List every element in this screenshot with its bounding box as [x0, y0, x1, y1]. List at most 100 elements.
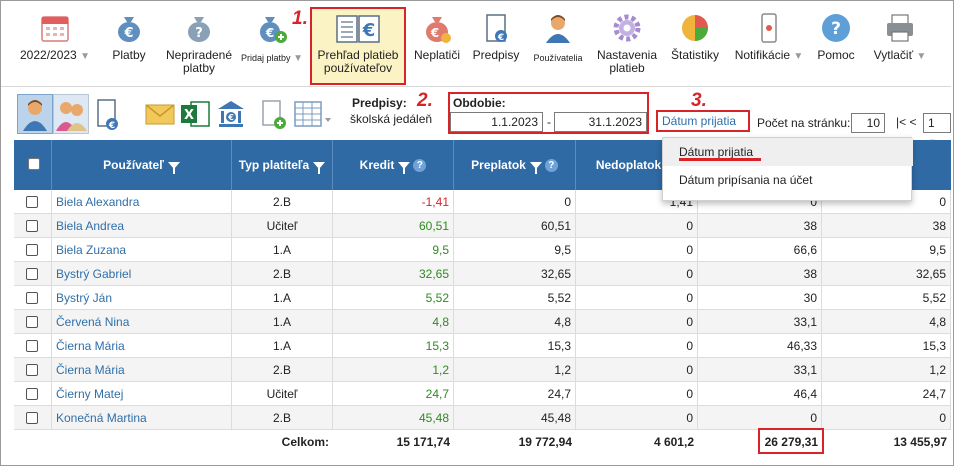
- user-name-cell[interactable]: Červená Nina: [52, 310, 232, 334]
- row-checkbox[interactable]: [26, 220, 38, 232]
- non-payers-button[interactable]: € Neplatiči: [411, 1, 463, 87]
- table-row[interactable]: Čierna Mária 2.B 1,2 1,2 0 33,1 1,2: [14, 358, 951, 382]
- print-button[interactable]: Vytlačiť ▼: [865, 1, 935, 87]
- user-name-cell[interactable]: Konečná Martina: [52, 406, 232, 430]
- add-document-icon[interactable]: [257, 98, 289, 130]
- notifications-button[interactable]: Notifikácie ▼: [729, 1, 809, 87]
- filter-icon[interactable]: [313, 162, 326, 175]
- option-credit-date[interactable]: Dátum pripísania na účet: [679, 173, 813, 187]
- document-euro-icon: €: [97, 99, 118, 131]
- payment-settings-button[interactable]: Nastavenia platieb: [591, 1, 663, 87]
- statistics-button[interactable]: Štatistiky: [667, 1, 723, 87]
- view-users-button[interactable]: [17, 94, 53, 134]
- notifications-label: Notifikácie: [734, 48, 791, 62]
- option-receipt-date[interactable]: Dátum prijatia: [663, 138, 913, 166]
- pie-chart-icon: [682, 15, 708, 41]
- payer-type-cell: 2.B: [232, 358, 333, 382]
- svg-text:€: €: [497, 33, 504, 43]
- header-select-all: [14, 140, 52, 190]
- filter-icon[interactable]: [529, 162, 542, 175]
- money-bag-warning-icon: €: [426, 17, 451, 43]
- table-row[interactable]: Konečná Martina 2.B 45,48 45,48 0 0 0: [14, 406, 951, 430]
- column-7-cell: 38: [822, 214, 951, 238]
- header-credit[interactable]: Kredit?: [333, 140, 454, 190]
- add-payments-button[interactable]: € Pridaj platby ▼: [241, 1, 303, 87]
- filter-icon[interactable]: [167, 162, 180, 175]
- overpayment-cell: 60,51: [454, 214, 576, 238]
- column-7-cell: 32,65: [822, 262, 951, 286]
- header-overpayment[interactable]: Preplatok?: [454, 140, 576, 190]
- unassigned-payments-button[interactable]: ? Nepriradené platby: [159, 1, 239, 87]
- bank-icon[interactable]: €: [215, 98, 247, 130]
- table-row[interactable]: Čierna Mária 1.A 15,3 15,3 0 46,33 15,3: [14, 334, 951, 358]
- table-row[interactable]: Čierny Matej Učiteľ 24,7 24,7 0 46,4 24,7: [14, 382, 951, 406]
- header-user[interactable]: Používateľ: [52, 140, 232, 190]
- row-checkbox[interactable]: [26, 244, 38, 256]
- user-name-cell[interactable]: Biela Alexandra: [52, 190, 232, 214]
- user-name-cell[interactable]: Čierny Matej: [52, 382, 232, 406]
- per-page-input[interactable]: 10: [851, 113, 885, 133]
- row-checkbox[interactable]: [26, 388, 38, 400]
- help-icon[interactable]: ?: [544, 159, 558, 173]
- row-select-cell: [14, 382, 52, 406]
- school-year-selector[interactable]: 2022/2023 ▼: [11, 1, 99, 87]
- statistics-label: Štatistiky: [670, 48, 719, 62]
- excel-icon[interactable]: X: [179, 98, 211, 130]
- user-name-cell[interactable]: Bystrý Ján: [52, 286, 232, 310]
- user-name-cell[interactable]: Bystrý Gabriel: [52, 262, 232, 286]
- table-row[interactable]: Biela Zuzana 1.A 9,5 9,5 0 66,6 9,5: [14, 238, 951, 262]
- page-select[interactable]: 1 ▼: [923, 113, 951, 147]
- help-button[interactable]: ? Pomoc: [811, 1, 861, 87]
- row-checkbox[interactable]: [26, 364, 38, 376]
- table-row[interactable]: Bystrý Ján 1.A 5,52 5,52 0 30 5,52: [14, 286, 951, 310]
- overpayment-cell: 0: [454, 190, 576, 214]
- chevron-down-icon: ▼: [80, 51, 90, 62]
- row-checkbox[interactable]: [26, 340, 38, 352]
- user-name-cell[interactable]: Biela Andrea: [52, 214, 232, 238]
- row-checkbox[interactable]: [26, 412, 38, 424]
- payments-label: Platby: [112, 48, 146, 62]
- date-from-input[interactable]: 1.1.2023: [450, 112, 543, 132]
- total-column-6: 26 279,31: [764, 435, 818, 449]
- credit-cell: 5,52: [333, 286, 454, 310]
- table-row[interactable]: Červená Nina 1.A 4,8 4,8 0 33,1 4,8: [14, 310, 951, 334]
- user-name-cell[interactable]: Čierna Mária: [52, 358, 232, 382]
- header-payer-type[interactable]: Typ platiteľa: [232, 140, 333, 190]
- prescriptions-label: Predpisy: [472, 48, 520, 62]
- payer-type-cell: 2.B: [232, 262, 333, 286]
- money-bag-add-icon: €: [260, 17, 287, 43]
- user-name-cell[interactable]: Biela Zuzana: [52, 238, 232, 262]
- envelope-icon[interactable]: [144, 98, 176, 130]
- date-type-dropdown[interactable]: Dátum prijatia ▼: [656, 110, 750, 145]
- prescriptions-button[interactable]: € Predpisy: [469, 1, 523, 87]
- row-checkbox[interactable]: [26, 316, 38, 328]
- view-prescriptions-button[interactable]: €: [89, 94, 125, 134]
- main-toolbar: 2022/2023 ▼ € Platby ? Nepriradené platb…: [1, 1, 951, 87]
- svg-text:€: €: [108, 121, 115, 131]
- columns-grid-icon[interactable]: [293, 98, 333, 130]
- row-checkbox[interactable]: [26, 196, 38, 208]
- user-name-cell[interactable]: Čierna Mária: [52, 334, 232, 358]
- table-row[interactable]: Bystrý Gabriel 2.B 32,65 32,65 0 38 32,65: [14, 262, 951, 286]
- ledger-euro-icon: €: [336, 15, 380, 43]
- payments-button[interactable]: € Platby: [105, 1, 153, 87]
- view-guardians-button[interactable]: [53, 94, 89, 134]
- users-button[interactable]: Používatelia: [529, 1, 587, 87]
- row-select-cell: [14, 190, 52, 214]
- prescriptions-filter-value[interactable]: školská jedáleň: [350, 112, 433, 126]
- help-icon[interactable]: ?: [413, 159, 427, 173]
- credit-cell: 4,8: [333, 310, 454, 334]
- svg-text:€: €: [265, 26, 274, 40]
- svg-text:€: €: [362, 20, 376, 41]
- select-all-checkbox[interactable]: [28, 158, 40, 170]
- date-to-input[interactable]: 31.1.2023: [554, 112, 647, 132]
- user-payments-overview-button[interactable]: € Prehľad platieb používateľov: [310, 7, 406, 85]
- svg-text:€: €: [123, 26, 133, 41]
- row-checkbox[interactable]: [26, 292, 38, 304]
- row-checkbox[interactable]: [26, 268, 38, 280]
- pager-prev-buttons[interactable]: |< <: [896, 115, 917, 129]
- table-row[interactable]: Biela Andrea Učiteľ 60,51 60,51 0 38 38: [14, 214, 951, 238]
- credit-cell: 9,5: [333, 238, 454, 262]
- chevron-down-icon: ▼: [916, 51, 927, 62]
- filter-icon[interactable]: [398, 162, 411, 175]
